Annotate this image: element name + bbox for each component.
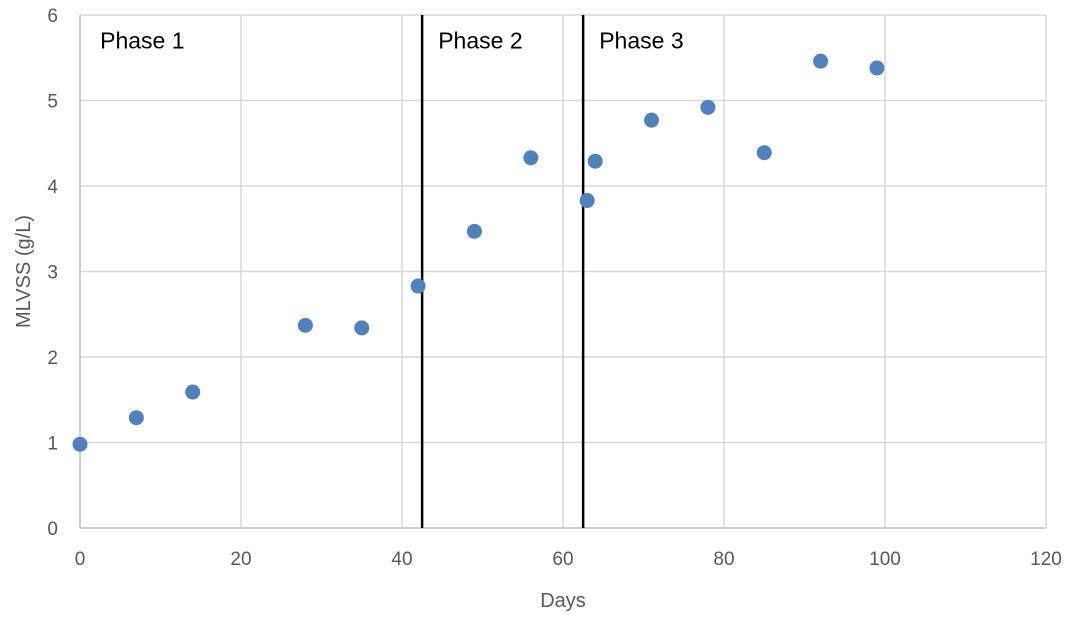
phase-annotation-label: Phase 3 (599, 28, 683, 54)
x-axis-title: Days (540, 590, 586, 612)
phase-annotations: Phase 1 Phase 2 Phase 3 (100, 28, 684, 54)
x-tick-label: 80 (713, 549, 734, 570)
data-points (73, 54, 885, 452)
data-point (298, 318, 313, 333)
data-point (644, 113, 659, 128)
y-tick-label: 2 (47, 348, 58, 369)
y-tick-label: 1 (47, 434, 58, 455)
data-point (580, 193, 595, 208)
phase-annotation-label: Phase 2 (438, 28, 522, 54)
gridlines (80, 15, 1046, 528)
data-point (354, 320, 369, 335)
data-point (411, 279, 426, 294)
data-point (757, 145, 772, 160)
data-point (73, 437, 88, 452)
y-tick-label: 4 (47, 177, 58, 198)
x-tick-label: 60 (552, 549, 573, 570)
y-tick-label: 0 (47, 519, 58, 540)
data-point (185, 385, 200, 400)
x-tick-label: 40 (391, 549, 412, 570)
y-tick-label: 6 (47, 6, 58, 27)
data-point (588, 154, 603, 169)
phase-annotation-label: Phase 1 (100, 28, 184, 54)
x-tick-label: 20 (230, 549, 251, 570)
x-tick-label: 100 (869, 549, 901, 570)
data-point (523, 150, 538, 165)
x-tick-label: 120 (1030, 549, 1062, 570)
data-point (129, 410, 144, 425)
data-point (813, 54, 828, 69)
data-point (467, 224, 482, 239)
x-tick-label: 0 (75, 549, 86, 570)
data-point (869, 61, 884, 76)
data-point (700, 100, 715, 115)
y-axis-title: MLVSS (g/L) (13, 215, 35, 328)
y-tick-label: 5 (47, 92, 58, 113)
y-tick-label: 3 (47, 263, 58, 284)
